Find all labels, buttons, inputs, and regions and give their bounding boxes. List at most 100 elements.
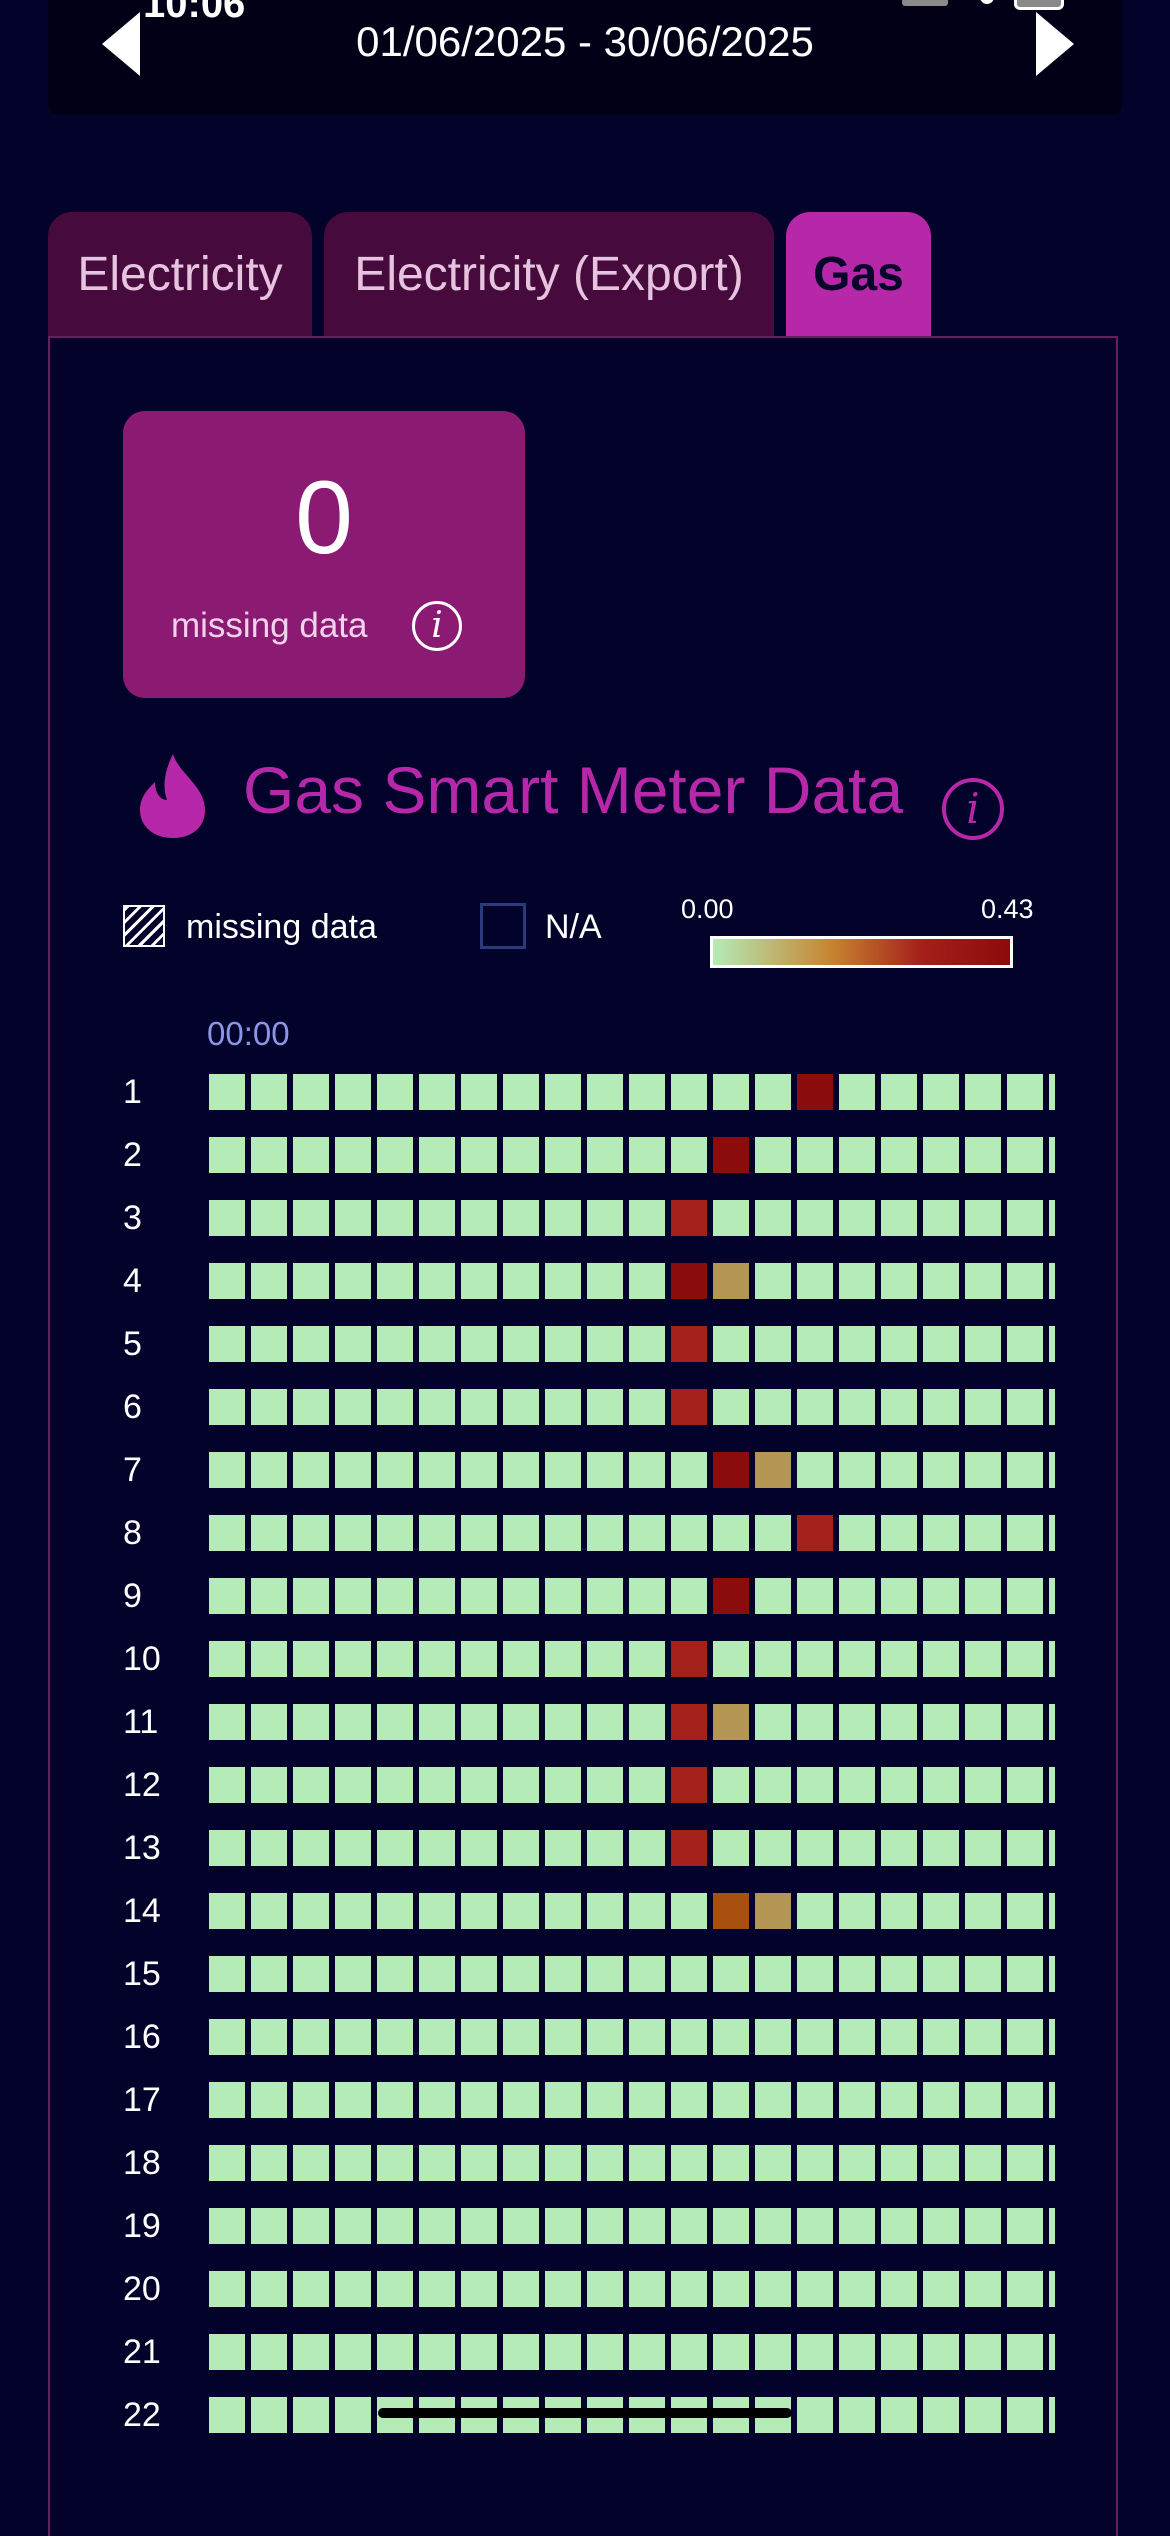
- heatmap-cell[interactable]: [923, 2208, 959, 2244]
- heatmap-cell[interactable]: [377, 1704, 413, 1740]
- heatmap-cell[interactable]: [335, 2019, 371, 2055]
- heatmap-cell[interactable]: [965, 2082, 1001, 2118]
- next-month-button[interactable]: [1036, 12, 1074, 76]
- heatmap-cell[interactable]: [419, 2082, 455, 2118]
- heatmap-cell[interactable]: [923, 1452, 959, 1488]
- heatmap-cell[interactable]: [377, 1137, 413, 1173]
- heatmap-cell[interactable]: [377, 1389, 413, 1425]
- heatmap-cell[interactable]: [293, 2019, 329, 2055]
- heatmap-cell[interactable]: [293, 2334, 329, 2370]
- heatmap-cell[interactable]: [587, 1830, 623, 1866]
- heatmap-cell[interactable]: [461, 1767, 497, 1803]
- heatmap-cell[interactable]: [461, 1137, 497, 1173]
- heatmap-cell[interactable]: [209, 2082, 245, 2118]
- heatmap-cell[interactable]: [419, 1515, 455, 1551]
- heatmap-cell[interactable]: [629, 2334, 665, 2370]
- heatmap-cell[interactable]: [419, 1704, 455, 1740]
- heatmap-cell[interactable]: [1049, 1389, 1055, 1425]
- heatmap-cell[interactable]: [587, 1767, 623, 1803]
- heatmap-cell[interactable]: [755, 1893, 791, 1929]
- heatmap-cell[interactable]: [251, 1326, 287, 1362]
- heatmap-cell[interactable]: [251, 1074, 287, 1110]
- heatmap-cell[interactable]: [545, 1830, 581, 1866]
- heatmap-cell[interactable]: [713, 2145, 749, 2181]
- heatmap-cell[interactable]: [797, 2145, 833, 2181]
- heatmap-cell[interactable]: [629, 1452, 665, 1488]
- heatmap-cell[interactable]: [797, 1578, 833, 1614]
- heatmap-cell[interactable]: [1049, 2082, 1055, 2118]
- heatmap-cell[interactable]: [629, 1704, 665, 1740]
- heatmap-cell[interactable]: [755, 1956, 791, 1992]
- heatmap-cell[interactable]: [671, 1515, 707, 1551]
- heatmap-cell[interactable]: [881, 2145, 917, 2181]
- heatmap-cell[interactable]: [923, 1893, 959, 1929]
- heatmap-cell[interactable]: [419, 2208, 455, 2244]
- heatmap-cell[interactable]: [545, 2082, 581, 2118]
- heatmap-cell[interactable]: [881, 2397, 917, 2433]
- heatmap-cell[interactable]: [797, 2271, 833, 2307]
- heatmap-cell[interactable]: [839, 1074, 875, 1110]
- heatmap-cell[interactable]: [839, 1515, 875, 1551]
- heatmap-cell[interactable]: [1007, 1704, 1043, 1740]
- heatmap-cell[interactable]: [797, 1704, 833, 1740]
- heatmap-cell[interactable]: [209, 1704, 245, 1740]
- heatmap-cell[interactable]: [881, 1452, 917, 1488]
- heatmap-cell[interactable]: [797, 1893, 833, 1929]
- heatmap-cell[interactable]: [293, 1137, 329, 1173]
- heatmap-cell[interactable]: [713, 1452, 749, 1488]
- heatmap-cell[interactable]: [713, 2271, 749, 2307]
- heatmap-cell[interactable]: [755, 2334, 791, 2370]
- heatmap-cell[interactable]: [965, 1263, 1001, 1299]
- heatmap-cell[interactable]: [209, 1452, 245, 1488]
- heatmap-cell[interactable]: [629, 1893, 665, 1929]
- heatmap-cell[interactable]: [965, 1956, 1001, 1992]
- heatmap-cell[interactable]: [251, 2082, 287, 2118]
- heatmap-cell[interactable]: [503, 1767, 539, 1803]
- heatmap-cell[interactable]: [209, 1263, 245, 1299]
- heatmap-cell[interactable]: [881, 1515, 917, 1551]
- heatmap-cell[interactable]: [377, 1956, 413, 1992]
- heatmap-cell[interactable]: [965, 1137, 1001, 1173]
- heatmap-cell[interactable]: [1007, 2208, 1043, 2244]
- heatmap-cell[interactable]: [293, 1893, 329, 1929]
- heatmap-cell[interactable]: [419, 1326, 455, 1362]
- heatmap-cell[interactable]: [377, 2208, 413, 2244]
- heatmap-cell[interactable]: [965, 1389, 1001, 1425]
- heatmap-cell[interactable]: [713, 1389, 749, 1425]
- heatmap-cell[interactable]: [755, 1578, 791, 1614]
- heatmap-cell[interactable]: [797, 1641, 833, 1677]
- heatmap-cell[interactable]: [881, 1830, 917, 1866]
- gas-data-info-icon[interactable]: i: [942, 778, 1004, 840]
- heatmap-cell[interactable]: [503, 2145, 539, 2181]
- heatmap-cell[interactable]: [881, 1263, 917, 1299]
- heatmap-cell[interactable]: [839, 2397, 875, 2433]
- heatmap-cell[interactable]: [335, 1137, 371, 1173]
- heatmap-cell[interactable]: [251, 1452, 287, 1488]
- heatmap-cell[interactable]: [587, 2082, 623, 2118]
- heatmap-cell[interactable]: [377, 1452, 413, 1488]
- heatmap-cell[interactable]: [1049, 1074, 1055, 1110]
- heatmap-cell[interactable]: [461, 1452, 497, 1488]
- heatmap-cell[interactable]: [1049, 1452, 1055, 1488]
- heatmap-cell[interactable]: [713, 1704, 749, 1740]
- heatmap-cell[interactable]: [923, 2397, 959, 2433]
- heatmap-cell[interactable]: [587, 1389, 623, 1425]
- heatmap-cell[interactable]: [755, 1389, 791, 1425]
- heatmap-cell[interactable]: [629, 1263, 665, 1299]
- heatmap-cell[interactable]: [713, 1578, 749, 1614]
- heatmap-cell[interactable]: [377, 2145, 413, 2181]
- heatmap-cell[interactable]: [335, 1452, 371, 1488]
- heatmap-cell[interactable]: [1007, 1578, 1043, 1614]
- heatmap-cell[interactable]: [461, 2082, 497, 2118]
- heatmap-cell[interactable]: [503, 1830, 539, 1866]
- heatmap-cell[interactable]: [1049, 1578, 1055, 1614]
- heatmap-cell[interactable]: [293, 1515, 329, 1551]
- heatmap-cell[interactable]: [839, 2082, 875, 2118]
- heatmap-cell[interactable]: [377, 1893, 413, 1929]
- heatmap-cell[interactable]: [713, 2082, 749, 2118]
- heatmap-cell[interactable]: [797, 1137, 833, 1173]
- heatmap-cell[interactable]: [209, 2397, 245, 2433]
- heatmap-cell[interactable]: [377, 1515, 413, 1551]
- heatmap-cell[interactable]: [251, 1389, 287, 1425]
- heatmap-cell[interactable]: [419, 2334, 455, 2370]
